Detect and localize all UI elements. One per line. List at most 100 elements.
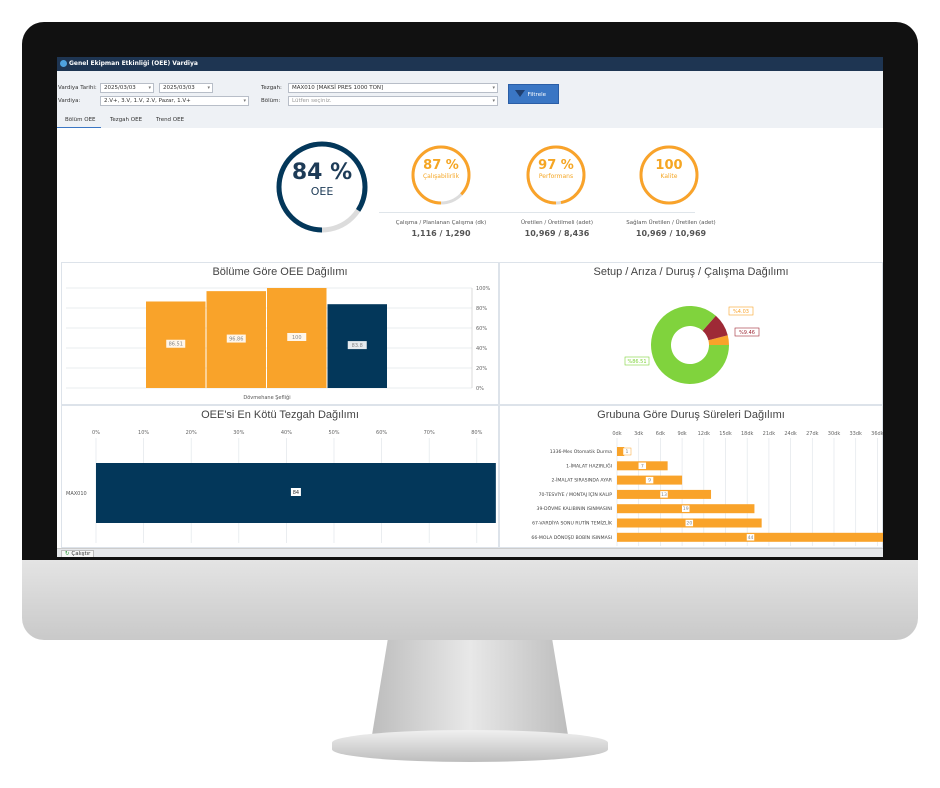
x-tick-label: 80% xyxy=(471,430,482,436)
y-category-label: 66-MOLA DÖNÜŞÜ BOBİN ISINMASI xyxy=(531,534,612,541)
title-bar: Genel Ekipman Etkinliği (OEE) Vardiya xyxy=(57,57,883,71)
data-label-bg xyxy=(659,490,669,499)
x-tick-label: 30dk xyxy=(828,431,841,437)
data-label-bg xyxy=(347,341,367,350)
chevron-down-icon[interactable]: ▾ xyxy=(243,98,246,104)
date-label: Vardiya Tarihi: xyxy=(58,85,97,91)
data-label-bg xyxy=(685,519,694,527)
data-label: 7 xyxy=(641,463,644,469)
data-label: 19 xyxy=(683,506,689,512)
y-category-label: 67-VARDİYA SONU RUTİN TEMİZLİK xyxy=(532,520,613,527)
data-label-bg xyxy=(290,488,301,496)
quality-detail: 10,969 / 10,969 xyxy=(635,229,707,238)
availability-gauge-fill xyxy=(411,145,471,205)
filter-button[interactable]: Filtrele xyxy=(508,84,559,104)
date-from-field[interactable]: 2025/03/03 ▾ xyxy=(100,83,154,93)
x-tick-label: 0% xyxy=(92,430,100,436)
performance-detail: 10,969 / 8,436 xyxy=(524,229,590,238)
x-tick-label: 24dk xyxy=(784,431,797,437)
machine-label: Tezgah: xyxy=(261,85,282,91)
chevron-down-icon[interactable]: ▾ xyxy=(492,85,495,91)
performance-kpi: 97 % Performans xyxy=(526,158,586,180)
chevron-down-icon[interactable]: ▾ xyxy=(148,85,151,91)
quality-caption: Sağlam Üretilen / Üretilen (adet) xyxy=(626,220,716,226)
chart-title: Grubuna Göre Duruş Süreleri Dağılımı xyxy=(597,409,785,421)
tab-bolum-oee[interactable]: Bölüm OEE xyxy=(65,117,96,123)
chevron-down-icon[interactable]: ▾ xyxy=(492,98,495,104)
monitor-chin xyxy=(22,560,918,640)
data-label-bg xyxy=(638,462,647,470)
y-tick-label: 60% xyxy=(476,326,487,332)
section-oee-chart: 0% 20% 40% 60% 80% 100% 86.51 96.86 100 83.8 Dövme… xyxy=(66,286,491,401)
slice-label-box xyxy=(734,327,760,337)
app-icon xyxy=(60,60,67,67)
dashboard-content: 84 % OEE 87 % Çalışabilirlik 97 % Perfor… xyxy=(57,128,883,548)
date-to-field[interactable]: 2025/03/03 ▾ xyxy=(159,83,213,93)
x-tick-label: 30% xyxy=(233,430,244,436)
x-tick-label: 9dk xyxy=(677,431,686,437)
section-select[interactable]: Lütfen seçiniz. ▾ xyxy=(288,96,498,106)
data-label: 83.8 xyxy=(352,343,363,349)
data-label-bg xyxy=(287,333,307,341)
x-tick-label: 36dk xyxy=(871,431,883,437)
chart-title: Setup / Arıza / Duruş / Çalışma Dağılımı xyxy=(593,266,789,278)
downtime-chart-panel: Grubuna Göre Duruş Süreleri Dağılımı 0dk… xyxy=(499,405,883,548)
availability-detail: 1,116 / 1,290 xyxy=(411,229,471,238)
run-button-label: Çalıştır xyxy=(71,551,91,557)
x-tick-label: 0dk xyxy=(612,431,621,437)
data-label-bg xyxy=(681,504,690,513)
distribution-donut-chart: %4.03 %9.46 %86.51 xyxy=(624,306,760,384)
chevron-down-icon[interactable]: ▾ xyxy=(207,85,210,91)
y-category-label: 70-TESVİYE / MONTAJ İÇİN KALIP xyxy=(539,491,613,498)
worst-machine-chart: 0% 10% 20% 30% 40% 50% 60% 70% 80% 84 MAX010 xyxy=(66,430,496,543)
availability-kpi: 87 % Çalışabilirlik xyxy=(411,158,471,180)
slice-label: %4.03 xyxy=(733,309,749,315)
downtime-chart: 0dk 3dk 6dk 9dk 12dk 15dk 18dk 21dk 24dk 27dk 30dk… xyxy=(531,431,883,546)
quality-kpi: 100 Kalite xyxy=(639,158,699,180)
donut-slice xyxy=(702,315,728,341)
donut-slice xyxy=(708,335,729,345)
distribution-chart-panel: Setup / Arıza / Duruş / Çalışma Dağılımı… xyxy=(499,262,883,405)
y-category-label: MAX010 xyxy=(66,491,87,497)
tab-trend-oee[interactable]: Trend OEE xyxy=(156,117,185,123)
performance-value: 97 % xyxy=(538,158,574,173)
date-to-value: 2025/03/03 xyxy=(163,85,195,91)
data-label-bg xyxy=(166,339,186,348)
oee-label: OEE xyxy=(310,185,334,198)
x-tick-label: 33dk xyxy=(849,431,862,437)
y-tick-label: 80% xyxy=(476,306,487,312)
monitor-stand xyxy=(372,640,568,735)
quality-label: Kalite xyxy=(660,173,678,180)
x-tick-label: 27dk xyxy=(806,431,819,437)
shift-select[interactable]: 2.V+, 3.V, 1.V, 2.V, Pazar, 1.V+ ▾ xyxy=(100,96,249,106)
y-category-label: 39-DÖVME KALIBININ ISINMASINI xyxy=(537,505,612,512)
data-label: 20 xyxy=(686,521,692,527)
run-button[interactable]: ↻ Çalıştır xyxy=(61,550,95,557)
y-tick-label: 0% xyxy=(476,386,484,392)
slice-label-box xyxy=(728,306,754,316)
kpi-gauges xyxy=(276,141,699,233)
monitor-base xyxy=(332,730,608,762)
section-oee-chart-panel: Bölüme Göre OEE Dağılımı 0% 20% 40% 60% 80% 1… xyxy=(61,262,499,405)
availability-label: Çalışabilirlik xyxy=(422,173,460,180)
data-label-bg xyxy=(645,476,654,484)
data-label: 13 xyxy=(661,492,667,498)
machine-select[interactable]: MAX010 [MAKSİ PRES 1000 TON] ▾ xyxy=(288,83,498,93)
y-tick-label: 20% xyxy=(476,366,487,372)
worst-machine-chart-panel: OEE'si En Kötü Tezgah Dağılımı 0% 10% 20% 3… xyxy=(61,405,499,548)
data-label: 44 xyxy=(748,535,754,541)
y-tick-label: 100% xyxy=(476,286,491,292)
section-label: Bölüm: xyxy=(261,98,281,104)
refresh-icon: ↻ xyxy=(65,551,70,557)
x-tick-label: 18dk xyxy=(741,431,754,437)
data-label-bg xyxy=(226,334,246,343)
data-label: 100 xyxy=(292,335,302,341)
chart-title: OEE'si En Kötü Tezgah Dağılımı xyxy=(201,409,359,421)
x-category-label: Dövmehane Şefliği xyxy=(243,394,290,401)
data-label: 1 xyxy=(626,449,629,455)
x-tick-label: 40% xyxy=(281,430,292,436)
tab-tezgah-oee[interactable]: Tezgah OEE xyxy=(110,117,143,123)
data-label: 96.86 xyxy=(229,337,243,343)
date-from-value: 2025/03/03 xyxy=(104,85,136,91)
status-bar: ↻ Çalıştır xyxy=(57,548,883,557)
